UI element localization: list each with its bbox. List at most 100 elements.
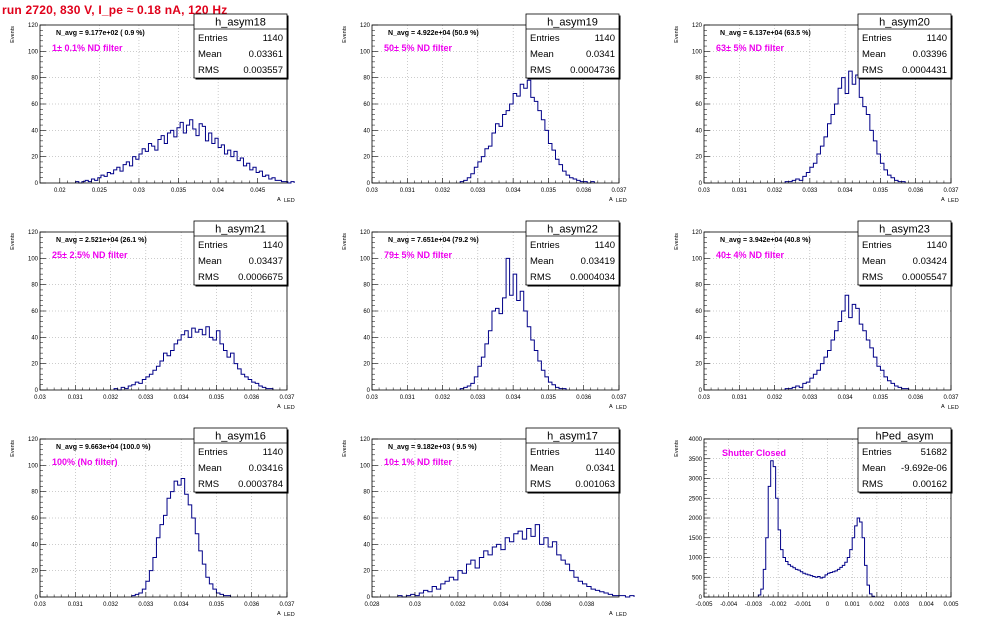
y-axis-title: Events bbox=[674, 440, 680, 457]
y-axis-title: Events bbox=[674, 233, 680, 250]
x-tick-label: 0.036 bbox=[576, 188, 592, 194]
stats-entries-label: Entries bbox=[862, 447, 892, 458]
filter-label: 100% (No filter) bbox=[52, 457, 118, 467]
y-axis-title: Events bbox=[342, 233, 348, 250]
filter-label: Shutter Closed bbox=[722, 448, 786, 458]
stats-rms-label: RMS bbox=[198, 479, 219, 490]
stats-rms-value: 0.003557 bbox=[243, 65, 283, 76]
n-avg-label: N_avg = 7.651e+04 (79.2 %) bbox=[388, 237, 479, 244]
y-tick-label: 60 bbox=[363, 102, 370, 108]
y-tick-label: 20 bbox=[363, 569, 370, 575]
histogram-name: h_asym21 bbox=[215, 224, 266, 236]
histogram-name: h_asym18 bbox=[215, 17, 266, 29]
stats-entries-value: 1140 bbox=[263, 447, 283, 458]
stats-entries-value: 1140 bbox=[595, 33, 615, 44]
x-tick-label: 0.035 bbox=[873, 395, 889, 401]
y-tick-label: 2000 bbox=[689, 516, 703, 522]
x-tick-label: 0.031 bbox=[400, 395, 416, 401]
y-tick-label: 20 bbox=[31, 569, 38, 575]
x-tick-label: 0.04 bbox=[212, 188, 224, 194]
x-tick-label: 0.028 bbox=[364, 602, 380, 608]
x-tick-label: 0.035 bbox=[541, 188, 557, 194]
x-tick-label: 0.031 bbox=[732, 188, 748, 194]
y-tick-label: 120 bbox=[28, 230, 39, 236]
x-axis-title: A bbox=[941, 197, 945, 203]
histogram-series bbox=[757, 460, 875, 597]
x-tick-label: 0.036 bbox=[536, 602, 552, 608]
x-tick-label: 0.033 bbox=[802, 395, 818, 401]
histogram-panel-h_asym19: 0.03 0.031 0.032 0.033 0.034 0.035 0.036 0.037 0… bbox=[342, 13, 627, 204]
histogram-series bbox=[131, 478, 232, 597]
stats-rms-label: RMS bbox=[862, 272, 883, 283]
histogram-panel-h_asym16: 0.03 0.031 0.032 0.033 0.034 0.035 0.036 0.037 0… bbox=[10, 427, 295, 618]
x-tick-label: 0.032 bbox=[767, 395, 783, 401]
stats-mean-value: 0.03437 bbox=[249, 256, 283, 267]
stats-rms-value: 0.0004431 bbox=[902, 65, 947, 76]
stats-rms-label: RMS bbox=[862, 479, 883, 490]
stats-box: h_asym22 Entries 1140 Mean 0.03419 RMS 0.00040… bbox=[525, 220, 621, 287]
histogram-panel-h_asym22: 0.03 0.031 0.032 0.033 0.034 0.035 0.036 0.037 0… bbox=[342, 220, 627, 411]
x-tick-label: 0.035 bbox=[209, 395, 225, 401]
stats-rms-value: 0.001063 bbox=[575, 479, 615, 490]
y-tick-label: 40 bbox=[695, 335, 702, 341]
x-tick-label: 0.037 bbox=[279, 602, 295, 608]
x-tick-label: -0.003 bbox=[745, 602, 763, 608]
filter-label: 63± 5% ND filter bbox=[716, 43, 784, 53]
x-tick-label: 0.031 bbox=[68, 602, 84, 608]
stats-mean-label: Mean bbox=[862, 256, 886, 267]
stats-rms-value: 0.00162 bbox=[913, 479, 947, 490]
x-tick-label: 0.002 bbox=[869, 602, 885, 608]
x-tick-label: 0.032 bbox=[767, 188, 783, 194]
histogram-series bbox=[75, 119, 295, 184]
x-tick-label: 0.004 bbox=[919, 602, 935, 608]
y-tick-label: 120 bbox=[692, 23, 703, 29]
n-avg-label: N_avg = 3.942e+04 (40.8 %) bbox=[720, 237, 811, 244]
stats-mean-label: Mean bbox=[862, 463, 886, 474]
stats-mean-value: 0.03361 bbox=[249, 49, 283, 60]
stats-box: h_asym17 Entries 1140 Mean 0.0341 RMS 0.001063 bbox=[525, 427, 621, 494]
y-tick-label: 60 bbox=[695, 102, 702, 108]
stats-mean-value: 0.0341 bbox=[586, 463, 615, 474]
x-tick-label: 0.025 bbox=[92, 188, 108, 194]
x-tick-label: 0.034 bbox=[493, 602, 509, 608]
x-tick-label: 0.001 bbox=[845, 602, 861, 608]
histogram-name: h_asym17 bbox=[547, 431, 598, 443]
y-tick-label: 80 bbox=[363, 283, 370, 289]
histogram-name: h_asym20 bbox=[879, 17, 930, 29]
stats-entries-value: 1140 bbox=[927, 33, 947, 44]
n-avg-label: N_avg = 9.177e+02 ( 0.9 %) bbox=[56, 30, 145, 37]
y-tick-label: 120 bbox=[360, 23, 371, 29]
x-tick-label: 0.036 bbox=[908, 395, 924, 401]
histogram-name: h_asym16 bbox=[215, 431, 266, 443]
stats-box: h_asym21 Entries 1140 Mean 0.03437 RMS 0.00066… bbox=[193, 220, 289, 287]
x-tick-label: 0.038 bbox=[579, 602, 595, 608]
y-tick-label: 60 bbox=[695, 309, 702, 315]
histogram-series bbox=[459, 79, 595, 184]
x-axis-subscript: LED bbox=[284, 405, 295, 411]
x-tick-label: 0.034 bbox=[174, 602, 190, 608]
histogram-panel-h_asym18: 0.02 0.025 0.03 0.035 0.04 0.045 0 20 40 60 80 100 1… bbox=[10, 13, 295, 204]
y-tick-label: 0 bbox=[35, 595, 39, 601]
stats-box-frame bbox=[525, 427, 620, 493]
filter-label: 10± 1% ND filter bbox=[384, 457, 452, 467]
y-tick-label: 40 bbox=[363, 128, 370, 134]
x-tick-label: 0.034 bbox=[838, 188, 854, 194]
x-tick-label: 0.036 bbox=[908, 188, 924, 194]
stats-mean-value: 0.03416 bbox=[249, 463, 283, 474]
stats-rms-value: 0.0006675 bbox=[238, 272, 283, 283]
x-tick-label: 0.03 bbox=[698, 395, 710, 401]
y-tick-label: 100 bbox=[360, 256, 371, 262]
x-tick-label: 0.031 bbox=[732, 395, 748, 401]
n-avg-label: N_avg = 9.663e+04 (100.0 %) bbox=[56, 444, 151, 451]
y-tick-label: 3500 bbox=[689, 457, 703, 463]
y-tick-label: 40 bbox=[31, 335, 38, 341]
y-tick-label: 100 bbox=[28, 256, 39, 262]
stats-rms-value: 0.0004034 bbox=[570, 272, 615, 283]
x-tick-label: -0.002 bbox=[770, 602, 788, 608]
x-tick-label: 0.03 bbox=[133, 188, 145, 194]
y-axis-title: Events bbox=[342, 440, 348, 457]
stats-entries-value: 1140 bbox=[595, 447, 615, 458]
filter-label: 50± 5% ND filter bbox=[384, 43, 452, 53]
histogram-series bbox=[459, 257, 567, 390]
x-tick-label: 0.033 bbox=[470, 395, 486, 401]
